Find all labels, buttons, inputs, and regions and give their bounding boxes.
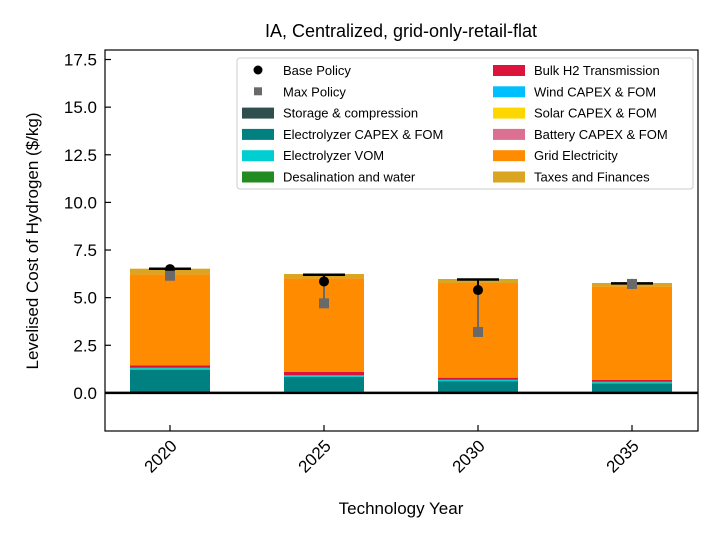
x-tick-label: 2020 — [141, 436, 181, 476]
y-tick-label: 12.5 — [64, 146, 97, 165]
legend: Base Policy Max Policy Storage & compressi… — [236, 57, 694, 190]
legend-marker — [253, 65, 263, 75]
legend-label: Bulk H2 Transmission — [534, 63, 660, 78]
stacked-bars — [130, 268, 672, 393]
policy-markers — [149, 264, 653, 337]
legend-swatch — [242, 150, 274, 162]
legend-swatch — [493, 128, 525, 140]
y-tick-label: 15.0 — [64, 98, 97, 117]
bar-segment — [438, 379, 518, 382]
y-tick-label: 5.0 — [73, 289, 97, 308]
legend-swatch — [493, 86, 525, 98]
bar-segment — [284, 376, 364, 392]
bar-segment — [284, 375, 364, 377]
legend-swatch — [493, 107, 525, 119]
legend-label: Solar CAPEX & FOM — [534, 106, 657, 121]
bar-segment — [438, 381, 518, 392]
base-policy-point — [473, 285, 483, 296]
base-policy-point — [319, 276, 329, 287]
y-tick-label: 7.5 — [73, 241, 97, 260]
bar-segment — [592, 382, 672, 384]
legend-swatch — [242, 171, 274, 183]
bar-segment — [592, 286, 672, 380]
legend-swatch — [242, 128, 274, 140]
legend-label: Wind CAPEX & FOM — [534, 84, 656, 99]
x-tick-label: 2025 — [295, 436, 335, 476]
y-tick-label: 17.5 — [64, 51, 97, 70]
legend-label: Desalination and water — [283, 170, 416, 185]
legend-swatch — [493, 150, 525, 162]
chart-title: IA, Centralized, grid-only-retail-flat — [265, 21, 537, 41]
legend-label: Electrolyzer CAPEX & FOM — [283, 127, 443, 142]
legend-swatch — [493, 171, 525, 183]
legend-swatch — [242, 107, 274, 119]
max-policy-point — [165, 270, 175, 281]
legend-label: Taxes and Finances — [534, 170, 650, 185]
max-policy-point — [473, 326, 483, 337]
x-tick-label: 2035 — [603, 436, 643, 476]
bar-segment — [130, 369, 210, 391]
axes-frame — [104, 49, 699, 432]
x-axis-label: Technology Year — [339, 499, 464, 518]
bar-segment — [438, 377, 518, 380]
legend-label: Max Policy — [283, 84, 346, 99]
axes: 0.0 2.5 5.0 7.5 10.0 12.5 15.0 17.5 2020 2025 2030… — [64, 49, 699, 477]
bar-segment — [130, 274, 210, 366]
legend-label: Battery CAPEX & FOM — [534, 127, 668, 142]
bar-segment — [130, 365, 210, 368]
legend-swatch — [493, 65, 525, 76]
bar-segment — [592, 383, 672, 392]
legend-box — [236, 57, 694, 190]
legend-label: Base Policy — [283, 63, 351, 78]
y-tick-label: 2.5 — [73, 336, 97, 355]
legend-label: Grid Electricity — [534, 148, 618, 163]
max-policy-point — [319, 298, 329, 309]
y-tick-label: 0.0 — [73, 384, 97, 403]
x-tick-label: 2030 — [449, 436, 489, 476]
max-policy-point — [627, 278, 637, 289]
legend-marker — [254, 87, 262, 96]
legend-label: Storage & compression — [283, 106, 418, 121]
bar-segment — [592, 379, 672, 382]
bar-segment — [284, 371, 364, 376]
y-axis-label: Levelised Cost of Hydrogen ($/kg) — [23, 112, 42, 369]
legend-label: Electrolyzer VOM — [283, 148, 384, 163]
y-tick-label: 10.0 — [64, 193, 97, 212]
bar-segment — [130, 368, 210, 370]
